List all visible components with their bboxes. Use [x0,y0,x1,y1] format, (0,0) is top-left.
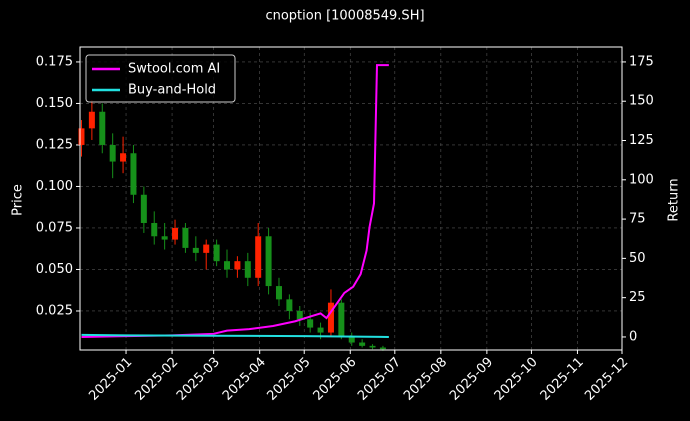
candle-body [78,128,85,145]
candle-body [120,153,127,162]
x-tick-label: 2025-02 [132,355,181,404]
candle-body [234,261,241,270]
candle-body [203,244,210,253]
x-tick-label: 2025-01 [86,355,135,404]
y2-tick-label: 50 [629,251,646,266]
chart-title: cnoption [10008549.SH] [265,9,424,24]
return-line [81,333,389,338]
candle-body [151,222,158,237]
x-tick-label: 2025-09 [447,355,496,404]
candle-body [275,286,282,300]
y2-tick-label: 175 [629,54,654,69]
candle-body [265,236,272,287]
x-tick-label: 2025-07 [355,355,404,404]
candle-body [338,302,345,336]
candle-body [348,335,355,343]
y-tick-label: 0.100 [36,179,73,194]
x-tick-label: 2025-10 [492,355,541,404]
candle-body [109,144,116,162]
legend-box [85,54,236,103]
y2-tick-label: 100 [629,172,654,187]
candle-body [172,227,179,240]
y2-tick-label: 0 [629,329,637,344]
candle-body [317,327,324,333]
candle-body [224,261,231,270]
candle-body [359,342,366,346]
candle-body [130,153,137,195]
y2-axis-label: Return [667,178,682,221]
y-tick-label: 0.050 [36,262,73,277]
candle-body [286,299,293,311]
y2-tick-label: 150 [629,94,654,109]
candle-body [244,261,251,278]
candle-body [307,319,314,328]
candle-body [255,236,262,278]
candle-body [296,310,303,320]
candle-body [99,111,106,145]
legend-label: Swtool.com AI [128,62,220,77]
candle-body [379,347,386,350]
plot-frame [79,46,623,351]
candle-body [213,244,220,262]
y-tick-label: 0.150 [36,96,73,111]
x-tick-label: 2025-08 [401,355,450,404]
x-tick-label: 2025-06 [311,355,360,404]
candle-body [88,111,95,129]
x-tick-label: 2025-03 [174,355,223,404]
candle-body [369,345,376,348]
x-tick-label: 2025-11 [538,355,587,404]
candle-body [327,302,334,333]
y2-tick-label: 75 [629,212,646,227]
candle-body [140,194,147,223]
x-tick-label: 2025-12 [582,355,631,404]
y-tick-label: 0.025 [36,303,73,318]
y-tick-label: 0.125 [36,137,73,152]
y2-tick-label: 125 [629,133,654,148]
candle-body [182,227,189,248]
y-tick-label: 0.075 [36,220,73,235]
y-axis-label: Price [11,184,26,216]
candle-body [161,236,168,240]
return-line [81,64,389,338]
x-tick-label: 2025-05 [265,355,314,404]
legend-label: Buy-and-Hold [128,83,216,98]
y2-tick-label: 25 [629,290,646,305]
y-tick-label: 0.175 [36,54,73,69]
candle-body [192,247,199,253]
x-tick-label: 2025-04 [220,355,269,404]
